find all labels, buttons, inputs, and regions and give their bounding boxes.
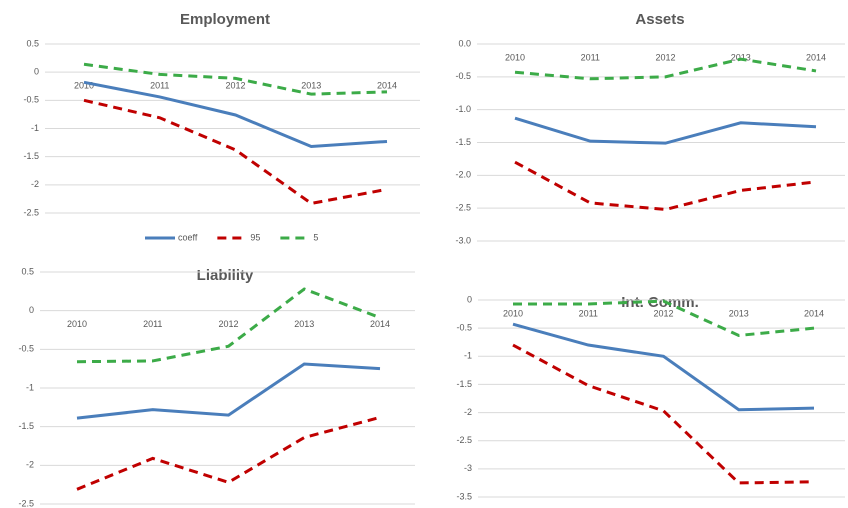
y-tick-label: 0.0 [458,38,471,48]
y-tick-label: -1.5 [456,379,472,389]
x-tick-label: 2011 [579,308,598,318]
y-tick-label: 0 [34,67,39,77]
x-tick-label: 2013 [729,308,749,318]
y-tick-label: -0.5 [18,344,34,354]
x-tick-label: 2011 [150,81,169,91]
legend-label: 5 [313,232,318,242]
x-tick-label: 2012 [655,52,675,62]
y-tick-label: -2 [26,460,34,470]
y-tick-label: 0 [467,294,472,304]
y-tick-label: -2.5 [456,435,472,445]
x-tick-label: 2014 [806,52,826,62]
y-tick-label: -2.5 [18,498,34,508]
series-line [513,299,815,337]
series-line [76,415,381,491]
x-tick-label: 2010 [74,81,94,91]
x-tick-label: 2013 [294,319,314,329]
chart-title: Assets [635,11,684,28]
chart-title: Liability [197,267,254,284]
x-tick-label: 2010 [505,52,525,62]
y-tick-label: 0.5 [26,38,39,48]
chart-title: Employment [180,11,270,28]
series-line [83,80,388,149]
series-line [514,116,817,145]
x-tick-label: 2012 [218,319,238,329]
y-tick-label: -1.5 [23,151,39,161]
x-tick-label: 2014 [370,319,390,329]
y-tick-label: 0.5 [21,266,34,276]
series-line [83,98,388,206]
y-tick-label: -2.5 [455,203,471,213]
y-tick-label: -2 [464,407,472,417]
y-tick-label: -1.5 [18,421,34,431]
x-tick-label: 2013 [731,52,751,62]
legend-label: 95 [250,232,260,242]
y-tick-label: -1.0 [455,104,471,114]
y-tick-label: 0 [29,305,34,315]
y-tick-label: -3.0 [455,235,471,245]
y-tick-label: -3 [464,463,472,473]
y-tick-label: -0.5 [23,95,39,105]
x-tick-label: 2011 [143,319,162,329]
y-tick-label: -1 [464,351,472,361]
x-tick-label: 2013 [301,81,321,91]
x-tick-label: 2011 [581,52,600,62]
series-line [514,57,817,81]
y-tick-label: -1.5 [455,137,471,147]
y-tick-label: -0.5 [456,323,472,333]
series-line [512,343,815,485]
series-line [83,62,388,96]
series-line [76,362,381,420]
x-tick-label: 2010 [503,308,523,318]
x-tick-label: 2014 [804,308,824,318]
y-tick-label: -0.5 [455,71,471,81]
x-tick-label: 2012 [225,81,245,91]
x-tick-label: 2014 [377,81,397,91]
y-tick-label: -2.5 [23,207,39,217]
y-tick-label: -1 [31,123,39,133]
legend-label: coeff [178,232,198,242]
x-tick-label: 2012 [653,308,673,318]
y-tick-label: -1 [26,382,34,392]
y-tick-label: -3.5 [456,491,472,501]
x-tick-label: 2010 [67,319,87,329]
chart-title: Int. Comm. [621,294,699,311]
series-line [512,322,815,412]
y-tick-label: -2.0 [455,170,471,180]
series-line [514,160,817,211]
y-tick-label: -2 [31,179,39,189]
series-line [76,287,381,364]
